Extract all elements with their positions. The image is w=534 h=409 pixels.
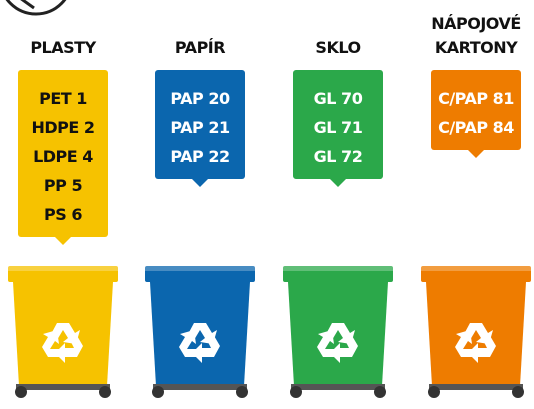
- bin-body: [426, 282, 526, 386]
- code: GL 72: [293, 142, 383, 171]
- bin: [8, 266, 118, 398]
- code: PP 5: [18, 171, 108, 200]
- wheel: [99, 386, 111, 398]
- code: PAP 21: [155, 113, 245, 142]
- code: PAP 20: [155, 84, 245, 113]
- bin: [421, 266, 531, 398]
- code: PAP 22: [155, 142, 245, 171]
- bin-base: [153, 384, 247, 390]
- code: PS 6: [18, 200, 108, 229]
- column-title: PAPÍR: [145, 0, 255, 60]
- wheel: [374, 386, 386, 398]
- bin-base: [429, 384, 523, 390]
- wheel: [15, 386, 27, 398]
- code: PET 1: [18, 84, 108, 113]
- wheel: [152, 386, 164, 398]
- bin: [283, 266, 393, 398]
- code: C/PAP 81: [431, 84, 521, 113]
- bin-lid-top: [8, 266, 118, 271]
- bin-body: [13, 282, 113, 386]
- bin-base: [291, 384, 385, 390]
- infographic: PLASTY PET 1HDPE 2LDPE 4PP 5PS 6 PAPÍR PAP …: [0, 0, 534, 409]
- bin-body: [150, 282, 250, 386]
- bin-lid-top: [283, 266, 393, 271]
- column-title: SKLO: [283, 0, 393, 60]
- bin-body: [288, 282, 388, 386]
- wheel: [290, 386, 302, 398]
- column-title: PLASTY: [8, 0, 118, 60]
- bin-lid-top: [145, 266, 255, 271]
- code: C/PAP 84: [431, 113, 521, 142]
- code: GL 71: [293, 113, 383, 142]
- wheel: [236, 386, 248, 398]
- column-title: NÁPOJOVÉ KARTONY: [421, 0, 531, 60]
- bin: [145, 266, 255, 398]
- bin-lid-top: [421, 266, 531, 271]
- wheel: [428, 386, 440, 398]
- bin-base: [16, 384, 110, 390]
- code: HDPE 2: [18, 113, 108, 142]
- code: GL 70: [293, 84, 383, 113]
- wheel: [512, 386, 524, 398]
- code: LDPE 4: [18, 142, 108, 171]
